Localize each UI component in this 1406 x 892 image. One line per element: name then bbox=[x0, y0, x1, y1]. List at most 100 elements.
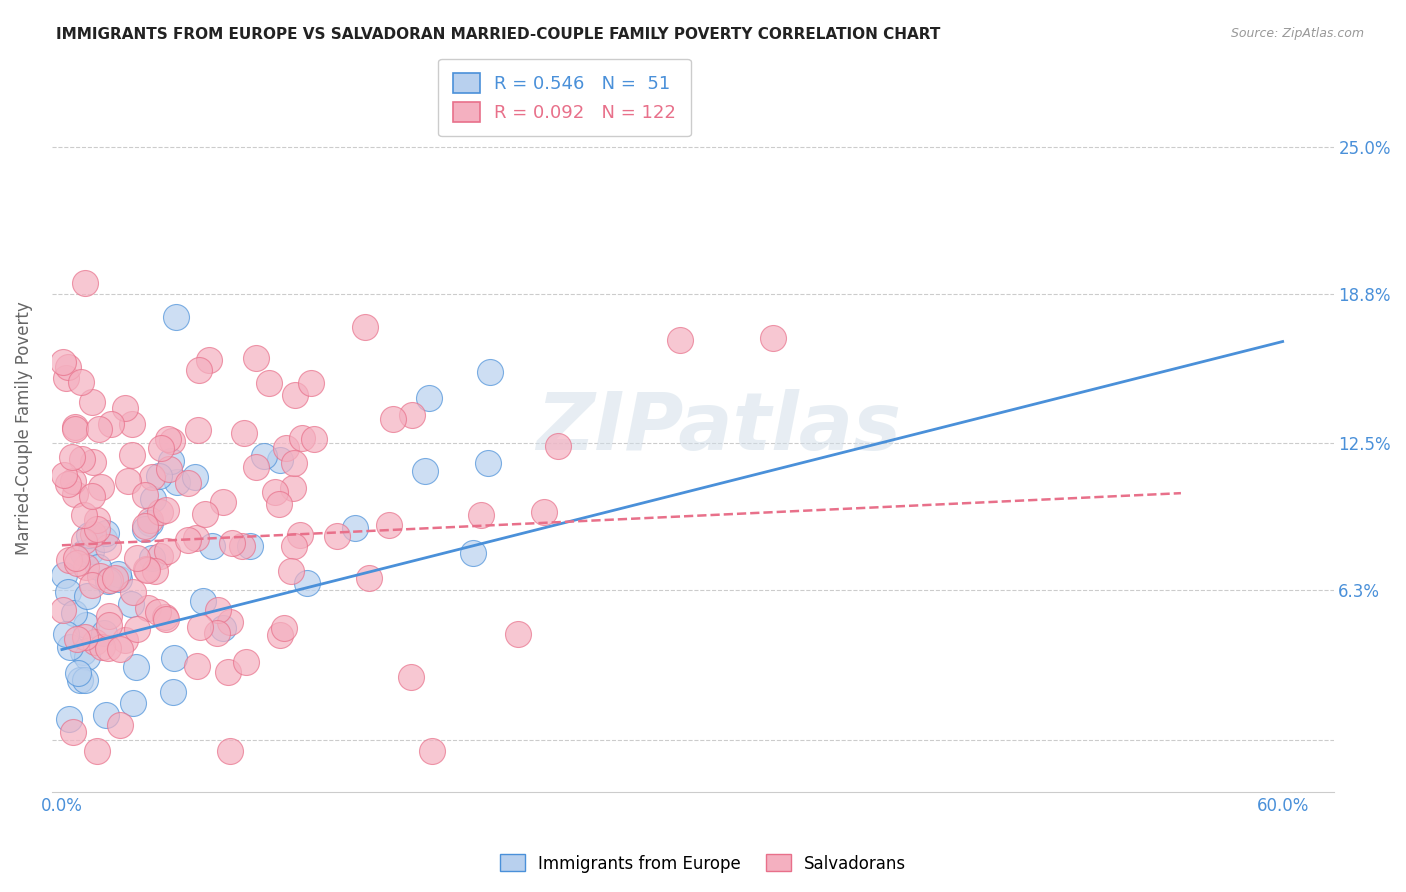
Point bbox=[302, 432, 325, 446]
Point bbox=[86, 522, 108, 536]
Point bbox=[82, 578, 104, 592]
Point bbox=[420, 744, 443, 758]
Point bbox=[245, 459, 267, 474]
Point bbox=[188, 620, 211, 634]
Point bbox=[283, 539, 305, 553]
Point bbox=[121, 696, 143, 710]
Point bbox=[62, 724, 84, 739]
Point bbox=[59, 640, 82, 654]
Point bbox=[107, 567, 129, 582]
Point bbox=[72, 451, 94, 466]
Legend: Immigrants from Europe, Salvadorans: Immigrants from Europe, Salvadorans bbox=[494, 847, 912, 880]
Point bbox=[53, 568, 76, 582]
Point bbox=[63, 607, 86, 621]
Point bbox=[186, 659, 208, 673]
Point bbox=[239, 539, 262, 553]
Point bbox=[86, 744, 108, 758]
Point bbox=[142, 491, 165, 506]
Point bbox=[194, 507, 217, 521]
Point bbox=[177, 533, 200, 547]
Point bbox=[56, 585, 79, 599]
Point bbox=[73, 534, 96, 549]
Point bbox=[55, 371, 77, 385]
Point bbox=[52, 354, 75, 368]
Point bbox=[72, 546, 94, 560]
Point bbox=[136, 563, 159, 577]
Point bbox=[207, 626, 229, 640]
Point bbox=[97, 640, 120, 655]
Point bbox=[65, 422, 87, 436]
Point bbox=[211, 621, 233, 635]
Point bbox=[89, 569, 111, 583]
Point bbox=[69, 673, 91, 688]
Point bbox=[273, 622, 295, 636]
Point bbox=[108, 718, 131, 732]
Point bbox=[53, 467, 76, 482]
Point bbox=[253, 449, 276, 463]
Point bbox=[97, 609, 120, 624]
Point bbox=[283, 456, 305, 470]
Point bbox=[52, 603, 75, 617]
Point bbox=[668, 334, 690, 348]
Point bbox=[149, 505, 172, 519]
Point bbox=[148, 468, 170, 483]
Point bbox=[177, 476, 200, 491]
Point bbox=[155, 612, 177, 626]
Point bbox=[187, 363, 209, 377]
Point bbox=[87, 422, 110, 436]
Point bbox=[191, 594, 214, 608]
Point bbox=[401, 408, 423, 422]
Point bbox=[212, 495, 235, 509]
Point bbox=[284, 388, 307, 402]
Point bbox=[86, 512, 108, 526]
Point bbox=[93, 533, 115, 547]
Point bbox=[136, 600, 159, 615]
Point bbox=[325, 529, 347, 543]
Point bbox=[121, 449, 143, 463]
Point bbox=[547, 438, 569, 452]
Point bbox=[73, 673, 96, 687]
Point bbox=[418, 391, 440, 405]
Point bbox=[155, 610, 177, 624]
Point bbox=[72, 645, 94, 659]
Point bbox=[58, 712, 80, 726]
Text: IMMIGRANTS FROM EUROPE VS SALVADORAN MARRIED-COUPLE FAMILY POVERTY CORRELATION C: IMMIGRANTS FROM EUROPE VS SALVADORAN MAR… bbox=[56, 27, 941, 42]
Point bbox=[69, 375, 91, 389]
Point bbox=[65, 550, 87, 565]
Point bbox=[141, 470, 163, 484]
Legend: R = 0.546   N =  51, R = 0.092   N = 122: R = 0.546 N = 51, R = 0.092 N = 122 bbox=[439, 59, 690, 136]
Point bbox=[139, 513, 162, 527]
Point bbox=[163, 651, 186, 665]
Point bbox=[183, 469, 205, 483]
Point bbox=[77, 528, 100, 542]
Y-axis label: Married-Couple Family Poverty: Married-Couple Family Poverty bbox=[15, 301, 32, 555]
Point bbox=[84, 634, 107, 648]
Point bbox=[80, 489, 103, 503]
Point bbox=[184, 531, 207, 545]
Point bbox=[478, 365, 501, 379]
Point bbox=[281, 481, 304, 495]
Point bbox=[141, 551, 163, 566]
Point bbox=[219, 744, 242, 758]
Point bbox=[166, 475, 188, 490]
Point bbox=[187, 423, 209, 437]
Point bbox=[508, 627, 530, 641]
Point bbox=[257, 376, 280, 391]
Point bbox=[121, 417, 143, 432]
Point bbox=[114, 401, 136, 416]
Point bbox=[82, 526, 104, 541]
Point bbox=[533, 505, 555, 519]
Point bbox=[108, 641, 131, 656]
Point bbox=[96, 526, 118, 541]
Point bbox=[134, 522, 156, 536]
Point bbox=[477, 456, 499, 470]
Point bbox=[463, 546, 485, 560]
Point bbox=[93, 626, 115, 640]
Point bbox=[73, 508, 96, 522]
Point bbox=[75, 630, 97, 644]
Point bbox=[288, 528, 311, 542]
Text: Source: ZipAtlas.com: Source: ZipAtlas.com bbox=[1230, 27, 1364, 40]
Point bbox=[146, 605, 169, 619]
Point bbox=[75, 560, 97, 574]
Point bbox=[97, 617, 120, 632]
